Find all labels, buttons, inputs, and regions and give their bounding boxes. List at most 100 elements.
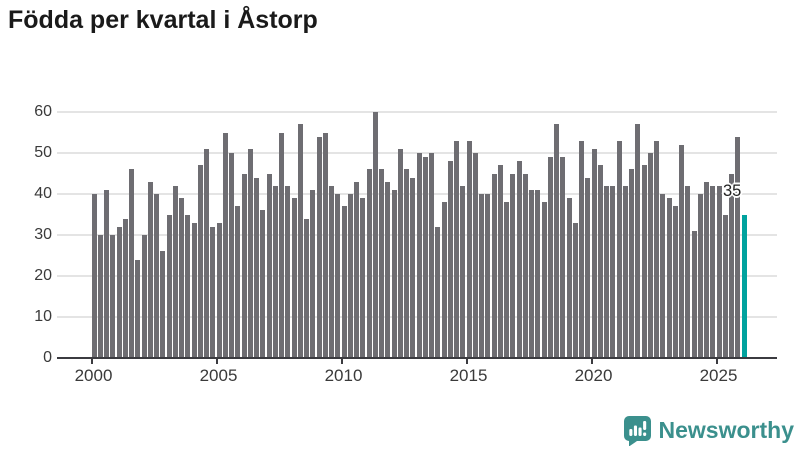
last-bar-value-label: 35 — [723, 182, 742, 200]
bar — [554, 124, 560, 358]
bar — [210, 226, 216, 358]
bar — [241, 173, 247, 358]
x-tick — [90, 359, 93, 364]
x-tick — [340, 359, 343, 364]
bar — [204, 148, 210, 358]
y-tick-label: 20 — [34, 267, 52, 284]
bar — [722, 214, 728, 358]
bar — [404, 169, 410, 358]
bar — [560, 157, 566, 358]
bar — [672, 206, 678, 358]
bar — [597, 165, 603, 358]
bar — [260, 210, 266, 358]
bar — [416, 153, 422, 358]
plot-area — [57, 100, 777, 359]
y-tick-label: 10 — [34, 308, 52, 325]
x-tick-label: 2005 — [199, 366, 238, 385]
bar — [697, 194, 703, 358]
bar — [322, 132, 328, 358]
bar — [247, 148, 253, 358]
x-tick — [465, 359, 468, 364]
bar — [297, 124, 303, 358]
bar — [147, 181, 153, 358]
bar — [654, 140, 660, 358]
bar — [372, 112, 378, 358]
y-tick-label: 0 — [43, 349, 52, 366]
bar — [591, 148, 597, 358]
bar — [616, 140, 622, 358]
bar — [166, 214, 172, 358]
bar — [566, 198, 572, 358]
bar — [235, 206, 241, 358]
x-tick-label: 2020 — [574, 366, 613, 385]
x-tick-label: 2015 — [449, 366, 488, 385]
bar — [479, 194, 485, 358]
bar — [454, 140, 460, 358]
x-tick — [715, 359, 718, 364]
bar — [535, 189, 541, 358]
y-axis-labels: 0 10 20 30 40 50 60 — [0, 100, 52, 366]
bar — [291, 198, 297, 358]
bar — [504, 202, 510, 358]
bar — [485, 194, 491, 358]
bar — [704, 181, 710, 358]
bar — [185, 214, 191, 358]
bar — [385, 181, 391, 358]
bar — [272, 185, 278, 358]
bar — [197, 165, 203, 358]
bar — [216, 222, 222, 358]
bar — [379, 169, 385, 358]
bar — [329, 185, 335, 358]
y-tick-label: 60 — [34, 103, 52, 120]
brand-name: Newsworthy — [658, 417, 794, 443]
bar — [666, 198, 672, 358]
gridline — [57, 111, 777, 113]
bar — [360, 198, 366, 358]
chart-title: Födda per kvartal i Åstorp — [8, 6, 318, 34]
bar — [510, 173, 516, 358]
x-axis: 2000 2005 2010 2015 2020 2025 — [57, 358, 777, 398]
bar — [729, 173, 735, 358]
bar — [310, 189, 316, 358]
bar — [516, 161, 522, 358]
newsworthy-logo-icon — [623, 416, 651, 446]
bar — [104, 189, 110, 358]
x-tick — [215, 359, 218, 364]
bar — [285, 185, 291, 358]
bar — [460, 185, 466, 358]
bar — [110, 235, 116, 358]
bar — [129, 169, 135, 358]
bar — [229, 153, 235, 358]
brand-footer: Newsworthy — [623, 415, 794, 446]
bar — [429, 153, 435, 358]
bar — [466, 140, 472, 358]
bar — [635, 124, 641, 358]
x-tick-label: 2010 — [324, 366, 363, 385]
x-tick-label: 2000 — [74, 366, 113, 385]
bar — [629, 169, 635, 358]
bar — [679, 144, 685, 358]
x-axis-line — [57, 357, 777, 359]
bar — [641, 165, 647, 358]
bar — [604, 185, 610, 358]
bar — [447, 161, 453, 358]
bar — [391, 189, 397, 358]
bar — [172, 185, 178, 358]
bar — [335, 194, 341, 358]
bar — [422, 157, 428, 358]
bar — [222, 132, 228, 358]
bar — [191, 222, 197, 358]
bar — [441, 202, 447, 358]
bar — [347, 194, 353, 358]
bar — [154, 194, 160, 358]
bar — [141, 235, 147, 358]
bar — [254, 177, 260, 358]
bar — [522, 173, 528, 358]
bar — [304, 218, 310, 358]
bar — [97, 235, 103, 358]
bar — [435, 226, 441, 358]
bar — [529, 189, 535, 358]
bar — [691, 230, 697, 358]
bar — [647, 153, 653, 358]
y-tick-label: 40 — [34, 185, 52, 202]
